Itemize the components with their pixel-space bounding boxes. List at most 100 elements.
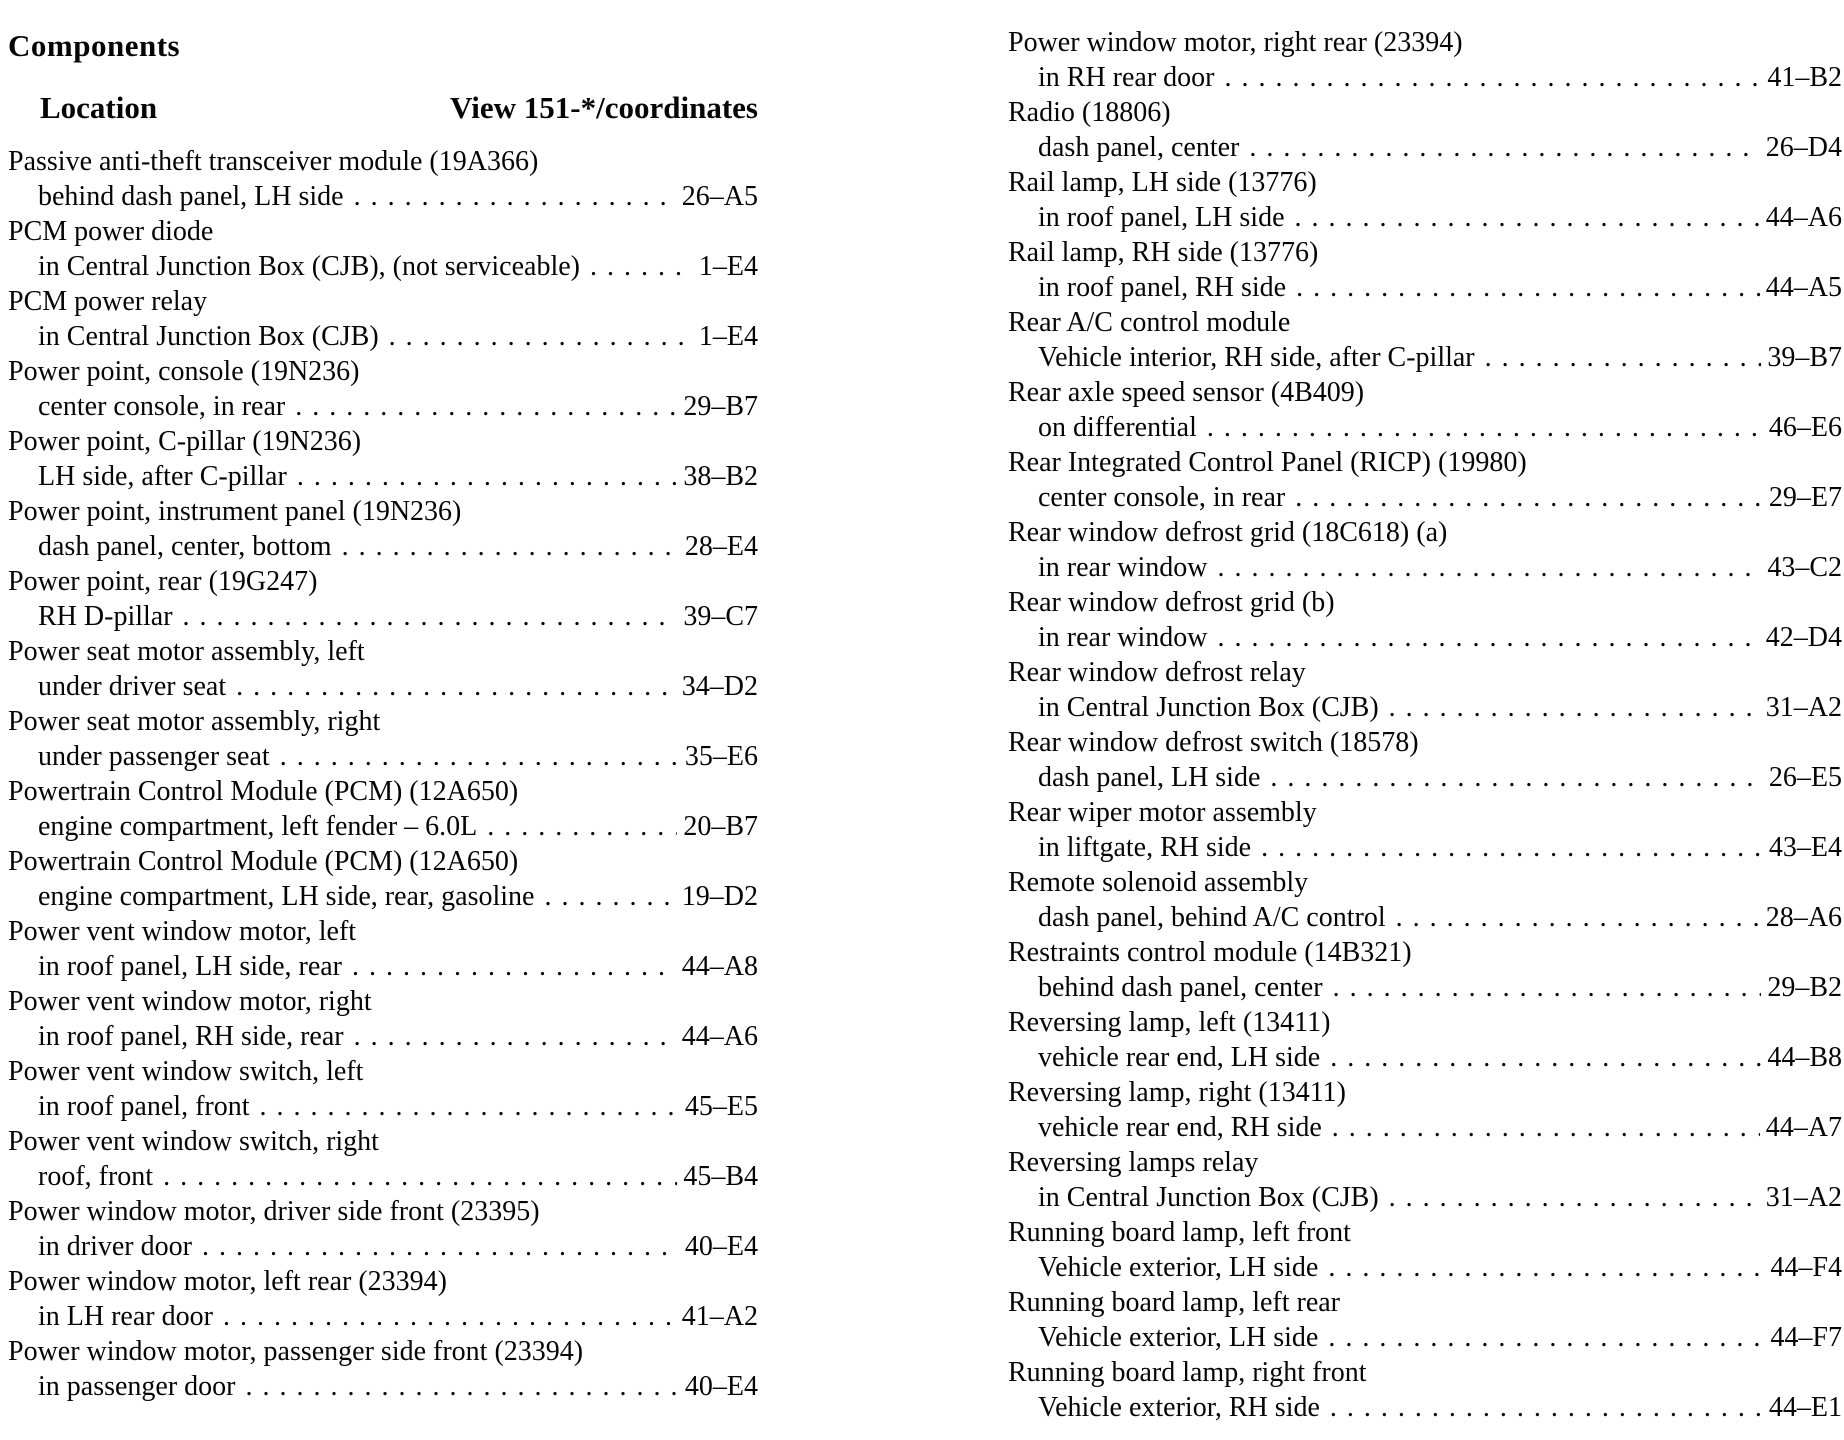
component-entry: Passive anti-theft transceiver module (1… bbox=[8, 144, 758, 214]
column-right-entries: Power window motor, right rear (23394) in… bbox=[1008, 25, 1842, 1425]
view-coordinate: 31–A2 bbox=[1765, 692, 1842, 723]
component-location-row: in driver door 40–E4 bbox=[8, 1229, 758, 1264]
component-name: Power point, instrument panel (19N236) bbox=[8, 496, 462, 527]
component-location-row: in LH rear door 41–A2 bbox=[8, 1299, 758, 1334]
view-coordinate: 1–E4 bbox=[698, 321, 758, 352]
component-name: Rear window defrost grid (18C618) (a) bbox=[1008, 517, 1448, 548]
component-location-row: Vehicle interior, RH side, after C-pilla… bbox=[1008, 340, 1842, 375]
dot-leader bbox=[354, 179, 676, 214]
component-name: Power window motor, right rear (23394) bbox=[1008, 27, 1463, 58]
view-coordinate: 45–E5 bbox=[684, 1091, 758, 1122]
view-coordinates-column-header: View 151-*/coordinates bbox=[450, 90, 758, 125]
dot-leader bbox=[487, 809, 677, 844]
component-location-row: in roof panel, RH side, rear 44–A6 bbox=[8, 1019, 758, 1054]
component-name: Running board lamp, left front bbox=[1008, 1217, 1351, 1248]
dot-leader bbox=[1330, 1390, 1763, 1425]
component-entry: Rear axle speed sensor (4B409) on differe… bbox=[1008, 375, 1842, 445]
component-location-row: vehicle rear end, LH side 44–B8 bbox=[1008, 1040, 1842, 1075]
component-name: PCM power diode bbox=[8, 216, 214, 247]
component-location: vehicle rear end, RH side bbox=[1038, 1112, 1322, 1143]
component-location-row: roof, front 45–B4 bbox=[8, 1159, 758, 1194]
component-name: Powertrain Control Module (PCM) (12A650) bbox=[8, 846, 519, 877]
component-name: Radio (18806) bbox=[1008, 97, 1171, 128]
view-coordinate: 46–E6 bbox=[1768, 412, 1842, 443]
component-location: Vehicle exterior, RH side bbox=[1038, 1392, 1320, 1423]
component-location: in Central Junction Box (CJB) bbox=[38, 321, 379, 352]
dot-leader bbox=[1389, 690, 1760, 725]
component-location: LH side, after C-pillar bbox=[38, 461, 287, 492]
component-location-row: dash panel, LH side 26–E5 bbox=[1008, 760, 1842, 795]
component-location: dash panel, behind A/C control bbox=[1038, 902, 1386, 933]
location-column-header: Location bbox=[40, 90, 158, 125]
component-entry: Reversing lamps relay in Central Junction… bbox=[1008, 1145, 1842, 1215]
component-location-row: in rear window 42–D4 bbox=[1008, 620, 1842, 655]
component-location-row: in roof panel, RH side 44–A5 bbox=[1008, 270, 1842, 305]
dot-leader bbox=[280, 739, 679, 774]
component-entry: PCM power diode in Central Junction Box (… bbox=[8, 214, 758, 284]
view-coordinate: 39–B7 bbox=[1767, 342, 1842, 373]
component-location-row: under driver seat 34–D2 bbox=[8, 669, 758, 704]
component-name: Running board lamp, right front bbox=[1008, 1357, 1367, 1388]
view-coordinate: 44–E1 bbox=[1768, 1392, 1842, 1423]
component-entry: Reversing lamp, left (13411) vehicle rear… bbox=[1008, 1005, 1842, 1075]
component-entry: Power seat motor assembly, right under pa… bbox=[8, 704, 758, 774]
dot-leader bbox=[1261, 830, 1763, 865]
dot-leader bbox=[1225, 60, 1762, 95]
table-header-row: Location View 151-*/coordinates bbox=[8, 88, 758, 128]
component-location: in LH rear door bbox=[38, 1301, 213, 1332]
view-coordinate: 26–A5 bbox=[681, 181, 758, 212]
component-location: behind dash panel, LH side bbox=[38, 181, 344, 212]
component-location: Vehicle exterior, LH side bbox=[1038, 1252, 1319, 1283]
component-name: Rear axle speed sensor (4B409) bbox=[1008, 377, 1365, 408]
component-location: in liftgate, RH side bbox=[1038, 832, 1252, 863]
view-coordinate: 44–A8 bbox=[681, 951, 758, 982]
component-location-row: engine compartment, LH side, rear, gasol… bbox=[8, 879, 758, 914]
view-coordinate: 44–A5 bbox=[1765, 272, 1842, 303]
component-location: dash panel, LH side bbox=[1038, 762, 1261, 793]
dot-leader bbox=[1295, 480, 1763, 515]
component-location: in rear window bbox=[1038, 622, 1208, 653]
component-location-row: vehicle rear end, RH side 44–A7 bbox=[1008, 1110, 1842, 1145]
component-entry: Rear window defrost grid (18C618) (a) in … bbox=[1008, 515, 1842, 585]
dot-leader bbox=[1330, 1040, 1761, 1075]
left-column: Components Location View 151-*/coordinat… bbox=[8, 26, 758, 1404]
component-location: on differential bbox=[1038, 412, 1197, 443]
component-location-row: in passenger door 40–E4 bbox=[8, 1369, 758, 1404]
dot-leader bbox=[1333, 970, 1762, 1005]
component-entry: Rear window defrost grid (b) in rear wind… bbox=[1008, 585, 1842, 655]
component-location: vehicle rear end, LH side bbox=[1038, 1042, 1321, 1073]
view-coordinate: 26–D4 bbox=[1765, 132, 1842, 163]
dot-leader bbox=[1207, 410, 1763, 445]
component-entry: Running board lamp, right front Vehicle e… bbox=[1008, 1355, 1842, 1425]
component-location-row: in Central Junction Box (CJB) 1–E4 bbox=[8, 319, 758, 354]
component-entry: Power window motor, left rear (23394) in … bbox=[8, 1264, 758, 1334]
component-location: in Central Junction Box (CJB), (not serv… bbox=[38, 251, 580, 282]
component-entry: Power vent window motor, left in roof pan… bbox=[8, 914, 758, 984]
dot-leader bbox=[1389, 1180, 1760, 1215]
component-location: under passenger seat bbox=[38, 741, 270, 772]
dot-leader bbox=[352, 949, 676, 984]
component-name: Rear window defrost switch (18578) bbox=[1008, 727, 1419, 758]
component-location: in Central Junction Box (CJB) bbox=[1038, 1182, 1379, 1213]
component-location-row: Vehicle exterior, LH side 44–F4 bbox=[1008, 1250, 1842, 1285]
component-location-row: in Central Junction Box (CJB) 31–A2 bbox=[1008, 690, 1842, 725]
component-entry: Rear window defrost switch (18578) dash p… bbox=[1008, 725, 1842, 795]
component-location-row: on differential 46–E6 bbox=[1008, 410, 1842, 445]
component-entry: Power vent window motor, right in roof pa… bbox=[8, 984, 758, 1054]
component-location: center console, in rear bbox=[38, 391, 286, 422]
component-entry: Power point, rear (19G247) RH D-pillar 39–… bbox=[8, 564, 758, 634]
dot-leader bbox=[1485, 340, 1762, 375]
component-location: Vehicle interior, RH side, after C-pilla… bbox=[1038, 342, 1475, 373]
component-entry: Power vent window switch, right roof, fro… bbox=[8, 1124, 758, 1194]
view-coordinate: 19–D2 bbox=[681, 881, 758, 912]
view-coordinate: 29–E7 bbox=[1768, 482, 1842, 513]
component-entry: Remote solenoid assembly dash panel, behi… bbox=[1008, 865, 1842, 935]
page-title: Components bbox=[8, 28, 181, 63]
view-coordinate: 31–A2 bbox=[1765, 1182, 1842, 1213]
component-entry: Power window motor, driver side front (2… bbox=[8, 1194, 758, 1264]
component-name: Powertrain Control Module (PCM) (12A650) bbox=[8, 776, 519, 807]
component-entry: Power point, console (19N236) center cons… bbox=[8, 354, 758, 424]
component-name: Power point, console (19N236) bbox=[8, 356, 360, 387]
view-coordinate: 28–E4 bbox=[684, 531, 758, 562]
